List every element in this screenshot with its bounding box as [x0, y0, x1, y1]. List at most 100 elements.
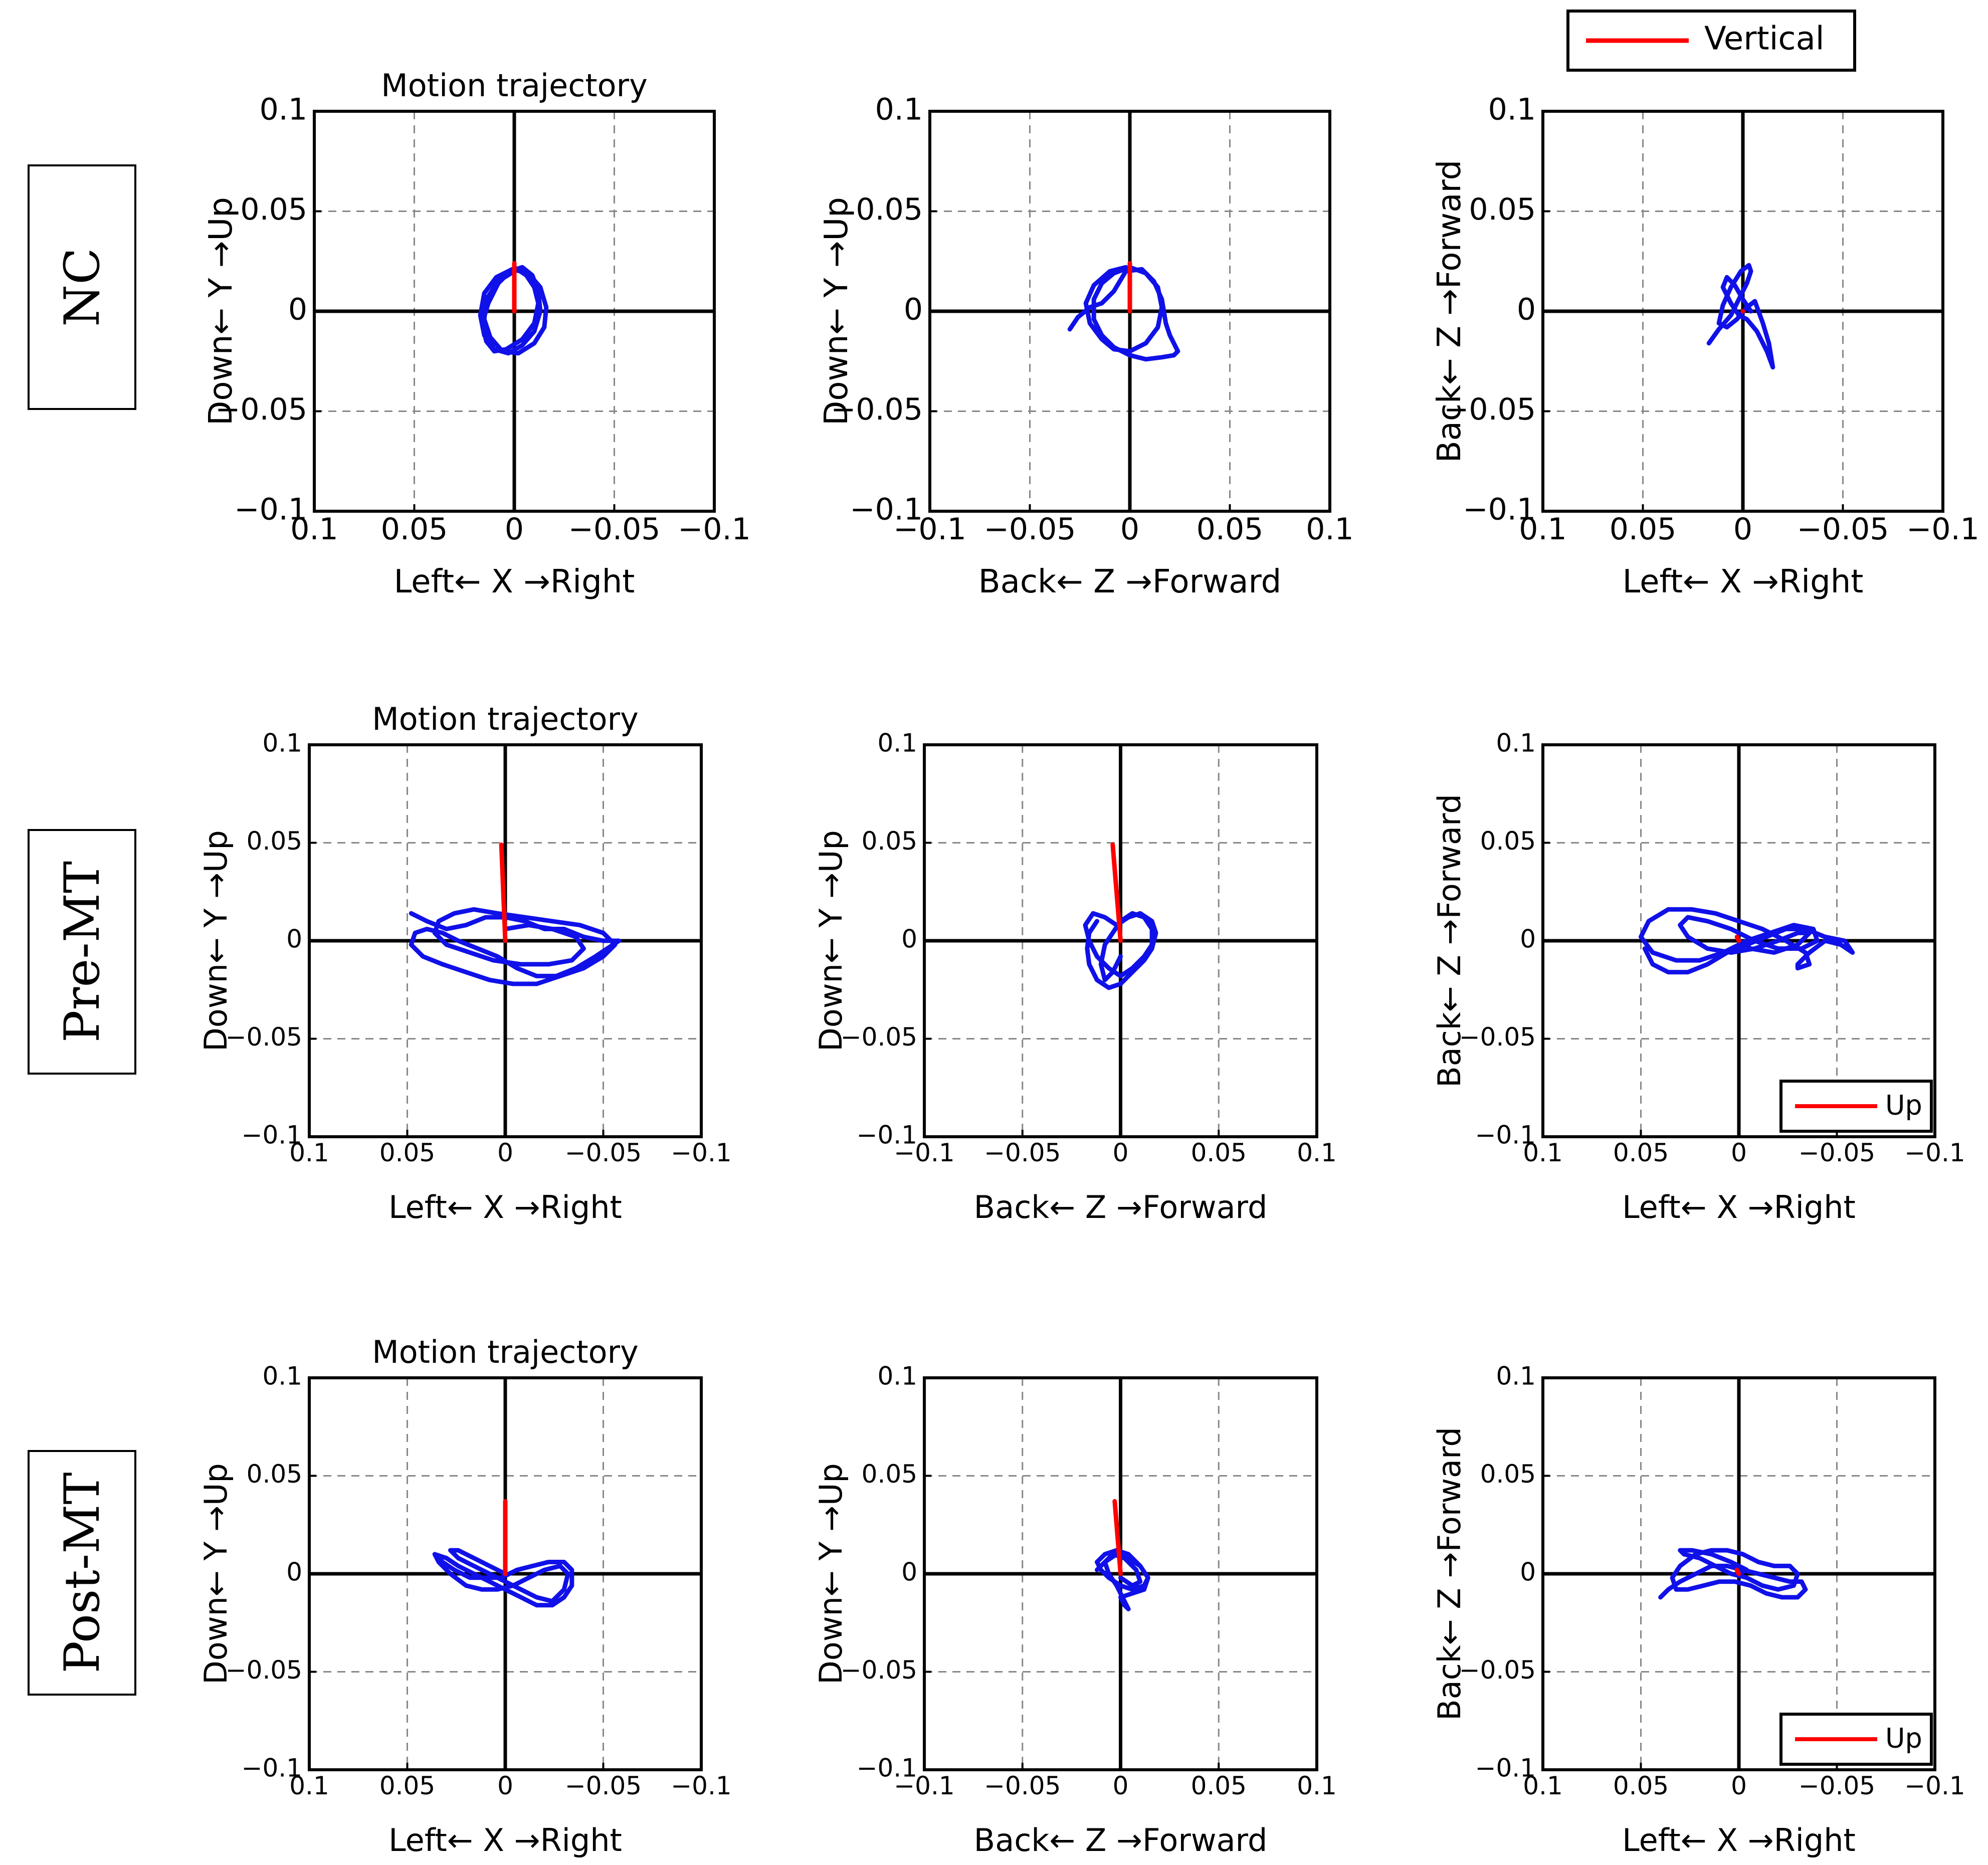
trajectory-line — [409, 907, 622, 986]
y-tick-label: 0.1 — [877, 1362, 917, 1391]
y-tick-label: 0.05 — [240, 192, 307, 227]
x-tick-label: 0 — [1733, 512, 1752, 547]
y-tick-label: 0.1 — [1496, 729, 1536, 758]
x-tick-label: −0.05 — [984, 1138, 1061, 1167]
y-tick-label: 0.1 — [262, 1362, 302, 1391]
y-tick-label: 0.05 — [1480, 826, 1536, 856]
y-tick-label: 0.1 — [877, 729, 917, 758]
y-tick-label: 0 — [286, 925, 302, 954]
chart-nc-xz: 0.1 0.05 0 −0.05 −0.10.10.050−0.05−0.1Left← … — [1431, 92, 1979, 600]
x-tick-label: 0.1 — [1297, 1771, 1337, 1800]
x-tick-label: −0.1 — [1904, 1138, 1965, 1167]
y-tick-label: 0.05 — [1480, 1460, 1536, 1489]
y-tick-label: −0.1 — [234, 492, 307, 527]
panel-legend: Up — [1779, 1713, 1933, 1766]
x-tick-label: 0.1 — [1519, 512, 1566, 547]
y-tick-label: 0.05 — [856, 192, 923, 227]
vertical-marker-line — [1112, 1499, 1123, 1576]
y-tick-label: 0 — [901, 1558, 917, 1587]
y-tick-label: −0.05 — [1459, 1655, 1536, 1685]
y-tick-label: 0 — [1520, 1558, 1536, 1587]
chart-pre-zy: −0.1 −0.05 0 0.05 0.1 0.1 0.05 0 −0.05 −0.1 Back← … — [813, 729, 1337, 1226]
y-axis-label: Down← Y →Up — [197, 1463, 234, 1685]
y-tick-label: 0.1 — [875, 92, 923, 127]
x-axis-label: Left← X →Right — [388, 1189, 622, 1225]
x-tick-label: 0.1 — [1297, 1138, 1337, 1167]
x-tick-label: −0.05 — [1797, 512, 1889, 547]
chart-title: Motion trajectory — [372, 1334, 639, 1370]
x-tick-label: 0 — [1731, 1138, 1747, 1167]
y-tick-label: 0.05 — [862, 1460, 917, 1489]
trajectory-line — [1095, 1548, 1150, 1611]
trajectory-line — [1639, 907, 1855, 975]
x-axis-label: Back← Z →Forward — [974, 1822, 1268, 1858]
y-axis-label: Back← Z →Forward — [1431, 794, 1468, 1088]
y-tick-label: −0.05 — [1459, 1022, 1536, 1052]
y-tick-label: −0.05 — [215, 392, 307, 427]
panel-legend-label: Up — [1885, 1090, 1922, 1121]
x-tick-label: 0.1 — [289, 1138, 329, 1167]
y-tick-label: −0.05 — [226, 1022, 302, 1052]
x-tick-label: −0.05 — [984, 512, 1076, 547]
y-axis-label: Down← Y →Up — [813, 1463, 849, 1685]
y-tick-label: −0.1 — [1463, 492, 1536, 527]
x-tick-label: −0.1 — [894, 1771, 954, 1800]
x-tick-label: −0.05 — [1799, 1771, 1875, 1800]
x-tick-label: 0.1 — [1523, 1138, 1563, 1167]
y-tick-label: −0.1 — [850, 492, 923, 527]
y-axis-label: Back← Z →Forward — [1431, 160, 1468, 463]
y-tick-label: 0.1 — [262, 729, 302, 758]
y-tick-label: 0.1 — [260, 92, 307, 127]
x-axis-label: Back← Z →Forward — [974, 1189, 1268, 1225]
y-tick-label: −0.1 — [242, 1121, 302, 1150]
chart-nc-zy: −0.1 −0.05 0 0.05 0.1 0.1 0.05 0 −0.05 −0.1 Back← … — [818, 92, 1354, 600]
y-axis-label: Down← Y →Up — [818, 197, 855, 426]
y-tick-label: −0.05 — [831, 392, 923, 427]
y-tick-label: −0.05 — [1444, 392, 1536, 427]
vertical-marker-line — [1110, 842, 1123, 943]
x-tick-label: −0.1 — [1904, 1771, 1965, 1800]
x-axis-label: Back← Z →Forward — [978, 563, 1282, 600]
x-tick-label: −0.1 — [894, 1138, 954, 1167]
panels: 0.1 0.05 0 −0.05 −0.10.10.050−0.05−0.1Left← … — [197, 67, 1979, 1858]
vertical-marker-line — [499, 842, 508, 943]
x-tick-label: 0.05 — [379, 1138, 435, 1167]
x-tick-label: 0 — [1120, 512, 1139, 547]
y-tick-label: −0.1 — [1475, 1121, 1536, 1150]
x-tick-label: 0.05 — [1197, 512, 1264, 547]
chart-nc-xy: 0.1 0.05 0 −0.05 −0.10.10.050−0.05−0.1Left← … — [203, 67, 751, 600]
panel-legend-label: Up — [1885, 1723, 1922, 1754]
y-axis-label: Down← Y →Up — [813, 830, 849, 1052]
vertical-marker-line — [1734, 1567, 1741, 1576]
y-axis-label: Down← Y →Up — [197, 830, 234, 1052]
y-tick-label: −0.05 — [841, 1655, 917, 1685]
trajectory-line — [1706, 263, 1775, 370]
x-tick-label: −0.1 — [671, 1138, 731, 1167]
x-tick-label: 0.05 — [1191, 1771, 1247, 1800]
trajectory-line — [1067, 265, 1180, 362]
x-tick-label: −0.1 — [893, 512, 966, 547]
y-tick-label: 0 — [286, 1558, 302, 1587]
y-tick-label: 0.1 — [1488, 92, 1536, 127]
y-tick-label: 0.05 — [862, 826, 917, 856]
x-tick-label: −0.1 — [678, 512, 751, 547]
x-tick-label: 0 — [1113, 1771, 1129, 1800]
chart-pre-xz: 0.1 0.05 0 −0.05 −0.10.10.050−0.05−0.1Left← … — [1431, 729, 1965, 1226]
x-tick-label: 0.1 — [289, 1771, 329, 1800]
y-tick-label: −0.05 — [226, 1655, 302, 1685]
x-tick-label: 0 — [497, 1771, 513, 1800]
x-tick-label: 0 — [497, 1138, 513, 1167]
chart-title: Motion trajectory — [372, 701, 639, 737]
y-tick-label: 0 — [901, 925, 917, 954]
trajectory-line — [432, 1548, 574, 1608]
y-tick-label: −0.05 — [841, 1022, 917, 1052]
chart-post-xy: 0.1 0.05 0 −0.05 −0.10.10.050−0.05−0.1Left← … — [197, 1334, 732, 1858]
chart-title: Motion trajectory — [381, 67, 648, 104]
x-tick-label: 0.05 — [1613, 1138, 1669, 1167]
x-axis-label: Left← X →Right — [394, 563, 635, 600]
chart-post-zy: −0.1 −0.05 0 0.05 0.1 0.1 0.05 0 −0.05 −0.1 Back← … — [813, 1362, 1337, 1859]
row-label-pre-mt: Pre-MT — [28, 829, 136, 1075]
y-tick-label: 0 — [1517, 292, 1536, 327]
x-tick-label: −0.05 — [565, 1771, 642, 1800]
panel-legend: Up — [1779, 1080, 1933, 1133]
